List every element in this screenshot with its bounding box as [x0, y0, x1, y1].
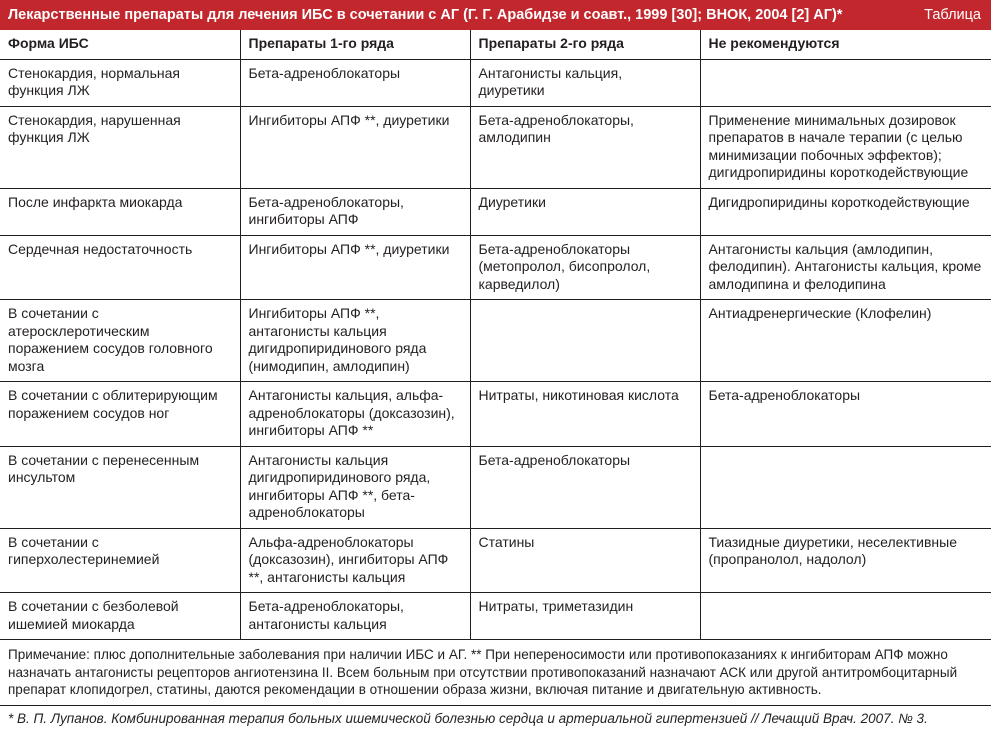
table-tag: Таблица: [924, 7, 981, 23]
table-row: В сочетании с перенесенным инсультомАнта…: [0, 446, 991, 528]
cell-col3: Антагонисты кальция (амлодипин, фелодипи…: [700, 235, 991, 300]
table-footnote-row: Примечание: плюс дополнительные заболева…: [0, 640, 991, 706]
cell-col0: В сочетании с атеросклеротическим пораже…: [0, 300, 240, 382]
cell-col0: В сочетании с гиперхолестеринемией: [0, 528, 240, 593]
table-row: Стенокардия, нормальная функция ЛЖБета-а…: [0, 59, 991, 106]
cell-col0: В сочетании с перенесенным инсультом: [0, 446, 240, 528]
col-header-3: Не рекомендуются: [700, 30, 991, 59]
table-header-row: Форма ИБС Препараты 1-го ряда Препараты …: [0, 30, 991, 59]
cell-col2: Бета-адреноблокаторы (метопролол, бисопр…: [470, 235, 700, 300]
cell-col1: Альфа-адреноблокаторы (доксазозин), инги…: [240, 528, 470, 593]
cell-col1: Бета-адреноблокаторы, антагонисты кальци…: [240, 593, 470, 640]
table-footnote: Примечание: плюс дополнительные заболева…: [0, 640, 991, 706]
cell-col2: Нитраты, никотиновая кислота: [470, 382, 700, 447]
cell-col0: После инфаркта миокарда: [0, 188, 240, 235]
cell-col3: [700, 593, 991, 640]
table-row: Стенокардия, нарушенная функция ЛЖИнгиби…: [0, 106, 991, 188]
cell-col3: Применение минимальных дозировок препара…: [700, 106, 991, 188]
cell-col0: В сочетании с безболевой ишемией миокард…: [0, 593, 240, 640]
col-header-1: Препараты 1-го ряда: [240, 30, 470, 59]
cell-col0: В сочетании с облитерирующим поражением …: [0, 382, 240, 447]
table-row: В сочетании с гиперхолестеринемиейАльфа-…: [0, 528, 991, 593]
table-row: Сердечная недостаточностьИнгибиторы АПФ …: [0, 235, 991, 300]
cell-col0: Стенокардия, нарушенная функция ЛЖ: [0, 106, 240, 188]
col-header-2: Препараты 2-го ряда: [470, 30, 700, 59]
table-row: В сочетании с облитерирующим поражением …: [0, 382, 991, 447]
table-citation: * В. П. Лупанов. Комбинированная терапия…: [0, 705, 991, 733]
cell-col1: Ингибиторы АПФ **, диуретики: [240, 106, 470, 188]
cell-col3: Антиадренергические (Клофелин): [700, 300, 991, 382]
cell-col1: Ингибиторы АПФ **, диуретики: [240, 235, 470, 300]
cell-col2: Диуретики: [470, 188, 700, 235]
cell-col3: Тиазидные диуретики, неселективные (проп…: [700, 528, 991, 593]
cell-col1: Бета-адреноблокаторы: [240, 59, 470, 106]
cell-col1: Антагонисты кальция, альфа-адреноблокато…: [240, 382, 470, 447]
cell-col0: Стенокардия, нормальная функция ЛЖ: [0, 59, 240, 106]
cell-col1: Ингибиторы АПФ **, антагонисты кальция д…: [240, 300, 470, 382]
cell-col2: Бета-адреноблокаторы, амлодипин: [470, 106, 700, 188]
table-titlebar: Лекарственные препараты для лечения ИБС …: [0, 0, 991, 30]
table-row: После инфаркта миокардаБета-адреноблокат…: [0, 188, 991, 235]
table-row: В сочетании с безболевой ишемией миокард…: [0, 593, 991, 640]
cell-col2: [470, 300, 700, 382]
table-title: Лекарственные препараты для лечения ИБС …: [8, 6, 924, 24]
cell-col3: Дигидропиридины короткодействующие: [700, 188, 991, 235]
cell-col3: [700, 446, 991, 528]
col-header-0: Форма ИБС: [0, 30, 240, 59]
table-container: Лекарственные препараты для лечения ИБС …: [0, 0, 991, 734]
cell-col0: Сердечная недостаточность: [0, 235, 240, 300]
cell-col2: Нитраты, триметазидин: [470, 593, 700, 640]
table-row: В сочетании с атеросклеротическим пораже…: [0, 300, 991, 382]
drug-table: Форма ИБС Препараты 1-го ряда Препараты …: [0, 30, 991, 734]
cell-col2: Статины: [470, 528, 700, 593]
cell-col3: Бета-адреноблокаторы: [700, 382, 991, 447]
cell-col3: [700, 59, 991, 106]
cell-col2: Антагонисты кальция, диуретики: [470, 59, 700, 106]
cell-col1: Антагонисты кальция дигидропиридинового …: [240, 446, 470, 528]
cell-col2: Бета-адреноблокаторы: [470, 446, 700, 528]
cell-col1: Бета-адреноблокаторы, ингибиторы АПФ: [240, 188, 470, 235]
table-citation-row: * В. П. Лупанов. Комбинированная терапия…: [0, 705, 991, 733]
